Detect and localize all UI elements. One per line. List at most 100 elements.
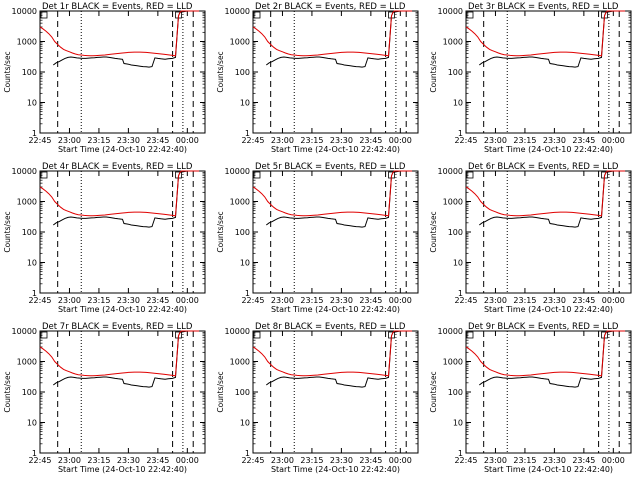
y-axis-label: Counts/sec [216,371,225,412]
y-tick-label: 10 [240,419,250,428]
y-tick-label: 1 [245,289,250,298]
x-tick-label: 23:15 [513,456,536,465]
y-tick-label: 10000 [438,167,463,176]
marker-box [253,331,261,339]
x-axis-label: Start Time (24-Oct-10 22:42:40) [484,305,613,314]
y-axis-label: Counts/sec [429,371,438,412]
chart-panel: Det 7r BLACK = Events, RED = LLD 1 10 100 10… [3,322,206,474]
x-tick-label: 23:45 [572,456,595,465]
plot-frame [39,170,206,294]
y-tick-label: 100 [235,228,250,237]
y-tick-label: 1000 [443,198,463,207]
plot-frame [252,170,419,294]
marker-box [40,11,48,19]
x-axis-label: Start Time (24-Oct-10 22:42:40) [484,465,613,474]
events-series-line [478,10,627,68]
x-tick-label: 22:45 [241,456,264,465]
x-axis-label: Start Time (24-Oct-10 22:42:40) [271,305,400,314]
x-tick-label: 23:45 [359,136,382,145]
y-tick-label: 10000 [438,7,463,16]
events-series-line [265,10,414,68]
x-tick-label: 23:15 [300,136,323,145]
x-tick-label: 23:00 [271,456,294,465]
marker-box [40,171,48,179]
y-tick-label: 10000 [225,167,250,176]
x-tick-label: 23:15 [87,136,110,145]
x-tick-label: 22:45 [241,136,264,145]
y-axis-label: Counts/sec [3,51,12,92]
lld-series-line [465,10,626,57]
lld-series-line [465,170,626,217]
events-series-line [478,170,627,228]
y-tick-label: 100 [22,228,37,237]
lld-series-line [465,330,626,377]
x-axis-label: Start Time (24-Oct-10 22:42:40) [271,145,400,154]
x-tick-label: 23:30 [117,456,140,465]
y-tick-label: 1 [458,289,463,298]
plot-frame [465,330,632,454]
x-tick-label: 23:30 [543,136,566,145]
x-tick-label: 00:00 [602,456,625,465]
chart-title: Det 7r BLACK = Events, RED = LLD [42,322,193,332]
x-tick-label: 22:45 [28,136,51,145]
lld-series-line [252,170,413,217]
y-tick-label: 100 [22,388,37,397]
chart-title: Det 2r BLACK = Events, RED = LLD [255,2,406,12]
y-tick-label: 10 [27,99,37,108]
x-tick-label: 00:00 [602,136,625,145]
y-tick-label: 1 [245,449,250,458]
y-tick-label: 1000 [230,38,250,47]
lld-series-line [252,10,413,57]
y-tick-label: 10 [27,419,37,428]
x-tick-label: 23:30 [543,456,566,465]
x-tick-label: 23:30 [330,296,353,305]
x-axis-label: Start Time (24-Oct-10 22:42:40) [58,305,187,314]
y-tick-label: 10000 [225,327,250,336]
x-tick-label: 23:30 [543,296,566,305]
x-tick-label: 22:45 [241,296,264,305]
events-series-line [52,10,201,68]
y-axis-label: Counts/sec [429,211,438,252]
x-tick-label: 23:00 [484,136,507,145]
y-axis-label: Counts/sec [429,51,438,92]
x-tick-label: 23:30 [330,456,353,465]
chart-panel: Det 8r BLACK = Events, RED = LLD 1 10 100 10… [216,322,419,474]
marker-box [253,171,261,179]
y-tick-label: 10 [27,259,37,268]
marker-box [466,11,474,19]
marker-box [40,331,48,339]
y-tick-label: 100 [235,388,250,397]
y-tick-label: 10000 [225,7,250,16]
x-tick-label: 00:00 [602,296,625,305]
y-tick-label: 1000 [17,38,37,47]
y-tick-label: 1000 [17,358,37,367]
x-tick-label: 23:15 [87,296,110,305]
x-tick-label: 00:00 [176,136,199,145]
y-tick-label: 1000 [230,358,250,367]
y-tick-label: 100 [22,68,37,77]
x-tick-label: 23:00 [271,296,294,305]
x-tick-label: 23:45 [572,296,595,305]
x-tick-label: 23:45 [146,456,169,465]
x-axis-label: Start Time (24-Oct-10 22:42:40) [484,145,613,154]
chart-title: Det 1r BLACK = Events, RED = LLD [42,2,193,12]
x-tick-label: 23:15 [513,136,536,145]
x-tick-label: 22:45 [28,296,51,305]
x-tick-label: 23:45 [572,136,595,145]
y-axis-label: Counts/sec [3,371,12,412]
chart-panel: Det 5r BLACK = Events, RED = LLD 1 10 100 10… [216,162,419,314]
x-tick-label: 22:45 [454,136,477,145]
lld-series-line [39,170,200,217]
chart-panel: Det 4r BLACK = Events, RED = LLD 1 10 100 10… [3,162,206,314]
plot-frame [252,10,419,134]
y-tick-label: 1 [245,129,250,138]
marker-box [466,331,474,339]
x-tick-label: 23:45 [146,296,169,305]
y-tick-label: 100 [448,68,463,77]
plot-frame [252,330,419,454]
chart-title: Det 3r BLACK = Events, RED = LLD [468,2,619,12]
y-tick-label: 10 [240,99,250,108]
chart-title: Det 8r BLACK = Events, RED = LLD [255,322,406,332]
x-tick-label: 23:45 [359,456,382,465]
x-tick-label: 23:00 [58,296,81,305]
